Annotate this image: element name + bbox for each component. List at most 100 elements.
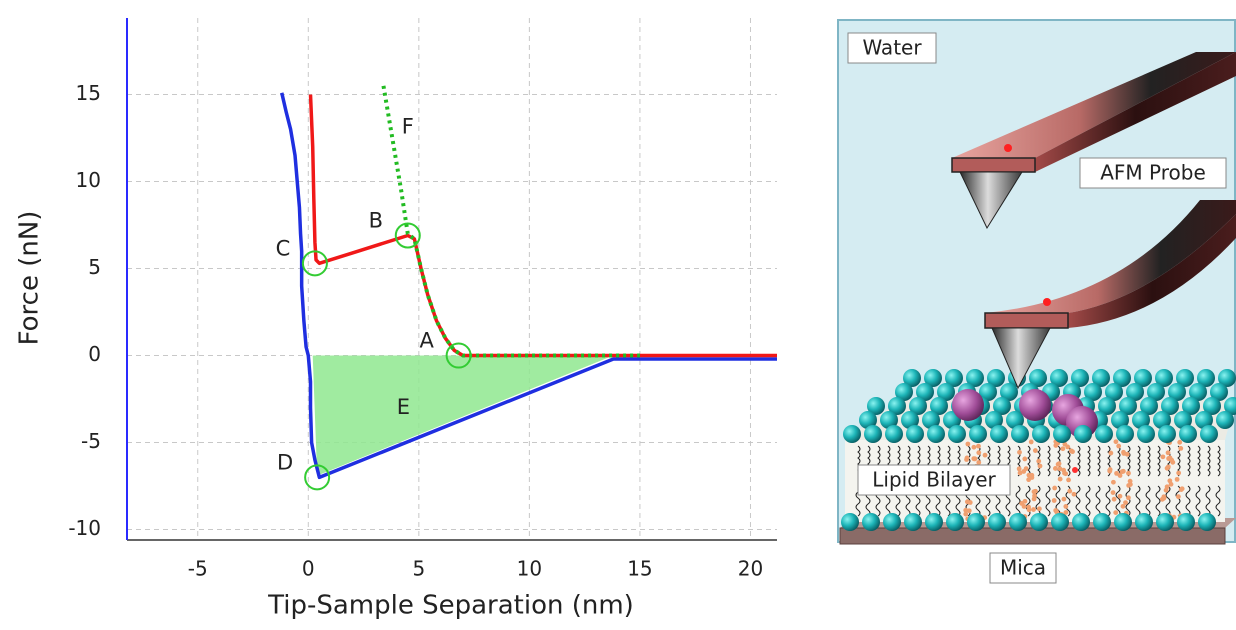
- lipid-tail: [1165, 485, 1171, 517]
- cholesterol: [1037, 463, 1043, 469]
- point-label: A: [419, 329, 434, 353]
- cholesterol: [1032, 493, 1037, 499]
- head-group: [1092, 369, 1110, 387]
- head-group: [967, 513, 985, 531]
- cholesterol: [1126, 483, 1132, 488]
- line: [280, 92, 777, 480]
- cholesterol: [1161, 494, 1167, 500]
- cholesterol: [1021, 504, 1027, 509]
- protein: [952, 389, 984, 421]
- head-group: [1174, 411, 1192, 429]
- head-group: [925, 513, 943, 531]
- head-group: [1168, 383, 1186, 401]
- lipid-tail: [1015, 485, 1021, 517]
- head-group: [1116, 425, 1134, 443]
- cholesterol: [966, 508, 972, 514]
- head-group: [1135, 513, 1153, 531]
- cholesterol: [1029, 475, 1035, 480]
- cholesterol: [1054, 509, 1060, 515]
- head-group: [1176, 369, 1194, 387]
- lipid-tail: [1187, 445, 1191, 477]
- protein: [1019, 389, 1051, 421]
- lipid-tail: [1097, 445, 1101, 477]
- cholesterol: [965, 441, 971, 447]
- head-group: [990, 425, 1008, 443]
- cholesterol: [1021, 469, 1027, 474]
- tracer: [1072, 467, 1078, 473]
- lipid-tail: [1045, 485, 1051, 517]
- head-group: [948, 425, 966, 443]
- head-group: [1119, 397, 1137, 415]
- point-marker: [445, 342, 472, 369]
- lipid-tail: [1157, 445, 1161, 477]
- head-group: [1155, 369, 1173, 387]
- probe-deflected: [984, 200, 1236, 390]
- head-group: [867, 397, 885, 415]
- cholesterol: [1028, 439, 1034, 445]
- lipid-tail: [1197, 445, 1201, 477]
- cholesterol: [1065, 444, 1071, 450]
- cholesterol: [1055, 461, 1061, 467]
- head-group: [969, 425, 987, 443]
- lipid-tail: [1147, 445, 1151, 477]
- lipid-tail: [1095, 485, 1101, 517]
- lipid-tail: [1207, 445, 1211, 477]
- head-group: [1071, 369, 1089, 387]
- head-group: [1216, 411, 1234, 429]
- y-axis-label: Force (nN): [15, 211, 45, 346]
- lipid-tail: [1077, 445, 1081, 477]
- cholesterol: [1127, 478, 1133, 484]
- head-group: [909, 397, 927, 415]
- head-group: [1050, 369, 1068, 387]
- cholesterol: [1107, 468, 1113, 474]
- cholesterol: [1036, 506, 1042, 512]
- cholesterol: [1111, 496, 1117, 502]
- lipid-tail: [1055, 485, 1061, 517]
- x-tick-label: 0: [302, 557, 315, 581]
- cholesterol: [1022, 456, 1028, 462]
- region-label: E: [397, 395, 410, 419]
- water-label: Water: [862, 36, 922, 60]
- head-group: [1126, 383, 1144, 401]
- lipid-tail: [1185, 485, 1191, 517]
- lipid-tail: [1067, 445, 1071, 477]
- cholesterol: [1053, 466, 1058, 471]
- label-box: [1079, 157, 1227, 189]
- lipid-tail: [1217, 445, 1221, 477]
- cholesterol: [1126, 495, 1131, 501]
- lipid-tail: [1155, 485, 1161, 517]
- cholesterol: [1113, 510, 1119, 516]
- head-group: [946, 513, 964, 531]
- cholesterol: [1017, 470, 1023, 476]
- cholesterol: [1124, 451, 1130, 457]
- point-label: C: [276, 236, 291, 260]
- head-group: [1177, 513, 1195, 531]
- head-group: [1134, 369, 1152, 387]
- cholesterol: [1031, 507, 1036, 512]
- head-group: [993, 397, 1011, 415]
- x-tick-label: 15: [627, 557, 652, 581]
- diagram: Water AFM Probe Lipid Bilayer Mica: [837, 19, 1236, 584]
- chart: -5 0 5 10 15 20 -10 -5 0 5 10 15 A B C D E F: [68, 18, 777, 581]
- probe-resting: [951, 52, 1236, 230]
- y-tick-label: 5: [88, 255, 101, 279]
- head-group: [888, 397, 906, 415]
- y-tick-label: 0: [88, 342, 101, 366]
- cholesterol: [976, 460, 982, 465]
- label-box: [989, 552, 1057, 584]
- head-group: [1113, 369, 1131, 387]
- head-group: [1203, 397, 1221, 415]
- cholesterol: [1017, 449, 1022, 455]
- cholesterol: [1026, 507, 1032, 513]
- cholesterol: [1117, 493, 1123, 499]
- cholesterol: [1063, 510, 1069, 515]
- cholesterol: [1175, 494, 1181, 500]
- probe-label: AFM Probe: [1100, 161, 1206, 185]
- lipid-tail: [1195, 485, 1201, 517]
- lipid-tail: [1205, 485, 1211, 517]
- cholesterol: [1036, 458, 1042, 464]
- x-tick-label: 20: [738, 557, 763, 581]
- head-group: [1098, 397, 1116, 415]
